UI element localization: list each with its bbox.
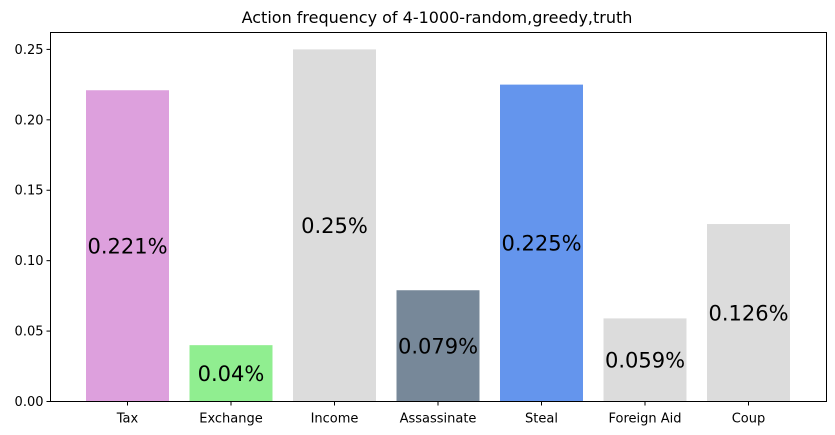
data-label: 0.221% <box>87 234 167 258</box>
bar <box>603 318 687 402</box>
data-label: 0.04% <box>198 362 265 386</box>
data-label: 0.225% <box>501 232 581 256</box>
y-tick-label: 0.15 <box>15 184 44 199</box>
y-tick-label: 0.05 <box>15 325 44 340</box>
plot-frame <box>50 32 827 402</box>
data-labels: 0.221% 0.04% 0.25% 0.079% 0.225% 0.059% 0.126% <box>87 214 788 386</box>
bar <box>500 84 583 402</box>
bar <box>293 49 376 402</box>
chart-title: Action frequency of 4-1000-random,greedy… <box>242 8 633 27</box>
bar <box>189 345 273 402</box>
x-tick-label: Coup <box>732 412 766 427</box>
data-label: 0.25% <box>301 214 368 238</box>
bar <box>396 290 480 402</box>
bars <box>86 49 790 402</box>
y-tick-label: 0.20 <box>15 113 44 128</box>
bar <box>86 90 169 402</box>
data-label: 0.059% <box>605 348 685 372</box>
y-tick-label: 0.00 <box>15 395 44 410</box>
data-label: 0.079% <box>398 334 478 358</box>
x-tick-label: Steal <box>525 412 558 427</box>
x-tick-label: Income <box>311 412 359 427</box>
y-tick-label: 0.25 <box>15 43 44 58</box>
y-tick-label: 0.10 <box>15 254 44 269</box>
bar <box>707 224 790 402</box>
y-axis: 0.00 0.05 0.10 0.15 0.20 0.25 <box>15 43 51 410</box>
x-tick-label: Tax <box>116 412 139 427</box>
x-tick-label: Exchange <box>199 412 263 427</box>
x-axis: Tax Exchange Income Assassinate Steal Foreign… <box>116 401 766 427</box>
data-label: 0.126% <box>708 301 788 325</box>
x-tick-label: Foreign Aid <box>608 412 681 427</box>
x-tick-label: Assassinate <box>400 412 477 427</box>
